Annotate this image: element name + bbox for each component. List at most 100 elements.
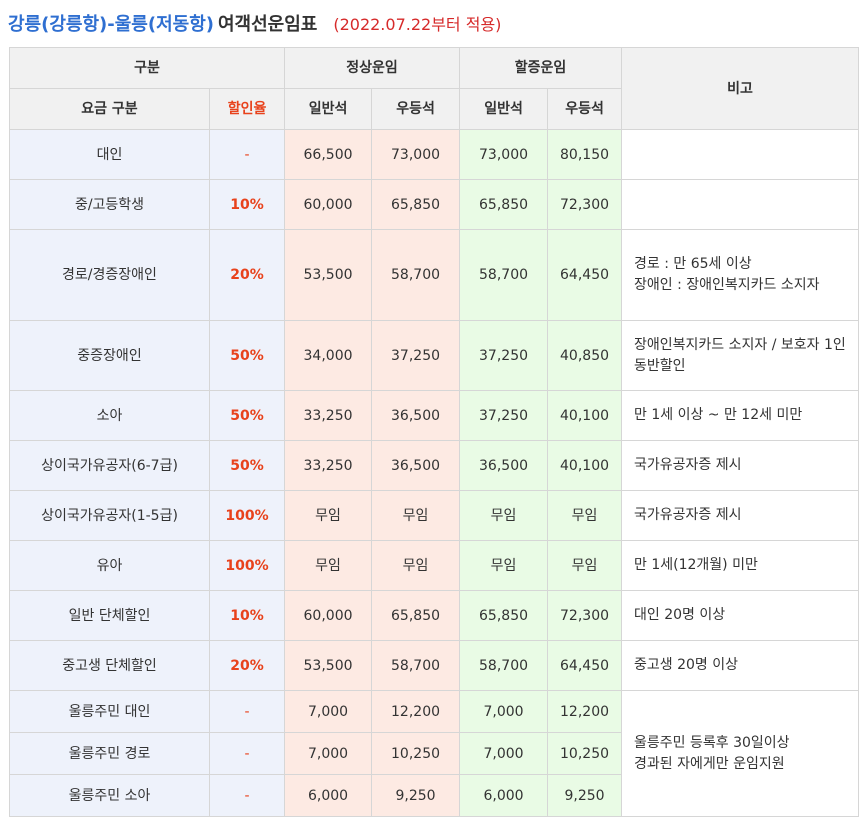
note-cell: 국가유공자증 제시	[621, 490, 860, 541]
fare-table-body: 대인 -66,500 73,000 73,000 80,150 중/고등학생 10% 60,0…	[9, 129, 860, 817]
discount-rate-cell: 20%	[208, 640, 286, 691]
table-row: 대인 -66,500 73,000 73,000 80,150	[9, 129, 860, 180]
normal-general-fare-cell: 무임	[284, 540, 373, 591]
normal-premium-fare-cell: 36,500	[371, 390, 461, 441]
peak-premium-fare-cell: 72,300	[547, 179, 623, 230]
fare-category-cell: 소아	[9, 390, 210, 441]
normal-general-fare-cell: 60,000	[284, 590, 373, 641]
discount-rate-cell: 50%	[208, 320, 286, 391]
note-cell: 장애인복지카드 소지자 / 보호자 1인 동반할인	[621, 320, 860, 391]
fare-category-cell: 중증장애인	[9, 320, 210, 391]
header-row-columns: 요금 구분 할인율 일반석 우등석 일반석 우등석	[9, 88, 859, 130]
normal-premium-fare-cell: 9,250	[371, 774, 461, 817]
header-category-group: 구분	[8, 47, 286, 89]
table-row: 경로/경증장애인 20% 53,500 58,700 58,700 64,450 경로 : …	[9, 229, 860, 321]
fare-category-cell: 울릉주민 소아	[9, 774, 210, 817]
header-normal-general-seat: 일반석	[284, 88, 373, 130]
normal-premium-fare-cell: 무임	[371, 490, 461, 541]
normal-general-fare-cell: 53,500	[284, 640, 373, 691]
title-route: 강릉(강릉항)-울릉(저동항)	[8, 14, 214, 35]
discount-rate-cell: 20%	[208, 229, 286, 321]
peak-general-fare-cell: 7,000	[459, 732, 549, 775]
page-title: 강릉(강릉항)-울릉(저동항) 여객선운임표 (2022.07.22부터 적용)	[0, 0, 865, 46]
fare-category-cell: 상이국가유공자(1-5급)	[9, 490, 210, 541]
note-cell	[621, 179, 860, 230]
discount-rate-cell: 50%	[208, 390, 286, 441]
table-row: 상이국가유공자(6-7급) 50% 33,250 36,500 36,500 40,100…	[9, 440, 860, 491]
peak-general-fare-cell: 무임	[459, 540, 549, 591]
fare-category-cell: 울릉주민 경로	[9, 732, 210, 775]
header-normal-fare-group: 정상운임	[284, 47, 461, 89]
note-cell: 대인 20명 이상	[621, 590, 860, 641]
discount-rate-cell: -	[208, 129, 286, 180]
peak-premium-fare-cell: 9,250	[547, 774, 623, 817]
fare-category-cell: 중/고등학생	[9, 179, 210, 230]
peak-general-fare-cell: 37,250	[459, 390, 549, 441]
peak-premium-fare-cell: 10,250	[547, 732, 623, 775]
peak-general-fare-cell: 37,250	[459, 320, 549, 391]
normal-premium-fare-cell: 36,500	[371, 440, 461, 491]
normal-general-fare-cell: 34,000	[284, 320, 373, 391]
normal-general-fare-cell: 7,000	[284, 732, 373, 775]
normal-general-fare-cell: 53,500	[284, 229, 373, 321]
table-row: 울릉주민 대인 -7,000 12,200 7,000 12,200 울릉주민 등록후 3…	[9, 690, 860, 817]
fare-category-cell: 상이국가유공자(6-7급)	[9, 440, 210, 491]
title-description: 여객선운임표	[217, 14, 318, 35]
peak-general-fare-cell: 7,000	[459, 690, 549, 733]
note-cell: 국가유공자증 제시	[621, 440, 860, 491]
table-row: 중고생 단체할인 20% 53,500 58,700 58,700 64,450 중고생 2…	[9, 640, 860, 691]
normal-premium-fare-cell: 65,850	[371, 179, 461, 230]
peak-premium-fare-cell: 40,100	[547, 440, 623, 491]
normal-premium-fare-cell: 10,250	[371, 732, 461, 775]
title-effective-date: (2022.07.22부터 적용)	[333, 15, 502, 34]
peak-general-fare-cell: 6,000	[459, 774, 549, 817]
normal-premium-fare-cell: 58,700	[371, 229, 461, 321]
discount-rate-cell: -	[208, 732, 286, 775]
fare-category-cell: 대인	[9, 129, 210, 180]
normal-general-fare-cell: 33,250	[284, 390, 373, 441]
note-cell: 만 1세 이상 ~ 만 12세 미만	[621, 390, 860, 441]
peak-general-fare-cell: 73,000	[459, 129, 549, 180]
note-line: 장애인 : 장애인복지카드 소지자	[634, 277, 820, 293]
note-line: 만 1세 이상 ~ 만 12세 미만	[634, 407, 803, 423]
note-line: 경과된 자에게만 운임지원	[634, 755, 785, 772]
peak-premium-fare-cell: 40,100	[547, 390, 623, 441]
fare-table: 구분 정상운임 할증운임 비고 요금 구분 할인율 일반석 우등석 일반석 우등…	[8, 47, 860, 817]
note-line: 국가유공자증 제시	[634, 507, 742, 523]
peak-general-fare-cell: 65,850	[459, 590, 549, 641]
peak-premium-fare-cell: 72,300	[547, 590, 623, 641]
header-discount-rate: 할인율	[208, 88, 286, 130]
header-peak-premium-seat: 우등석	[547, 88, 623, 130]
note-cell: 만 1세(12개월) 미만	[621, 540, 860, 591]
discount-rate-cell: 50%	[208, 440, 286, 491]
discount-rate-cell: -	[208, 690, 286, 733]
note-cell	[621, 129, 860, 180]
fare-category-cell: 경로/경증장애인	[9, 229, 210, 321]
peak-premium-fare-cell: 40,850	[547, 320, 623, 391]
normal-general-fare-cell: 60,000	[284, 179, 373, 230]
normal-general-fare-cell: 6,000	[284, 774, 373, 817]
fare-category-cell: 유아	[9, 540, 210, 591]
table-row: 상이국가유공자(1-5급) 100% 무임 무임 무임 무임 국가유공자증 제시	[9, 490, 860, 541]
normal-premium-fare-cell: 73,000	[371, 129, 461, 180]
header-peak-general-seat: 일반석	[459, 88, 549, 130]
header-note: 비고	[621, 47, 860, 130]
table-row: 일반 단체할인 10% 60,000 65,850 65,850 72,300 대인 20명…	[9, 590, 860, 641]
normal-premium-fare-cell: 무임	[371, 540, 461, 591]
header-row-groups: 구분 정상운임 할증운임 비고	[8, 47, 860, 130]
table-row: 유아 100% 무임 무임 무임 무임 만 1세(12개월) 미만	[9, 540, 860, 591]
note-line: 중고생 20명 이상	[634, 657, 739, 673]
peak-general-fare-cell: 58,700	[459, 640, 549, 691]
note-line: 대인 20명 이상	[634, 607, 726, 623]
peak-premium-fare-cell: 12,200	[547, 690, 623, 733]
peak-premium-fare-cell: 무임	[547, 540, 623, 591]
note-line: 울릉주민 등록후 30일이상	[634, 734, 790, 751]
normal-premium-fare-cell: 65,850	[371, 590, 461, 641]
discount-rate-cell: 100%	[208, 540, 286, 591]
normal-premium-fare-cell: 58,700	[371, 640, 461, 691]
note-line: 국가유공자증 제시	[634, 457, 742, 473]
note-cell: 경로 : 만 65세 이상 장애인 : 장애인복지카드 소지자	[621, 229, 860, 321]
normal-general-fare-cell: 무임	[284, 490, 373, 541]
peak-premium-fare-cell: 무임	[547, 490, 623, 541]
